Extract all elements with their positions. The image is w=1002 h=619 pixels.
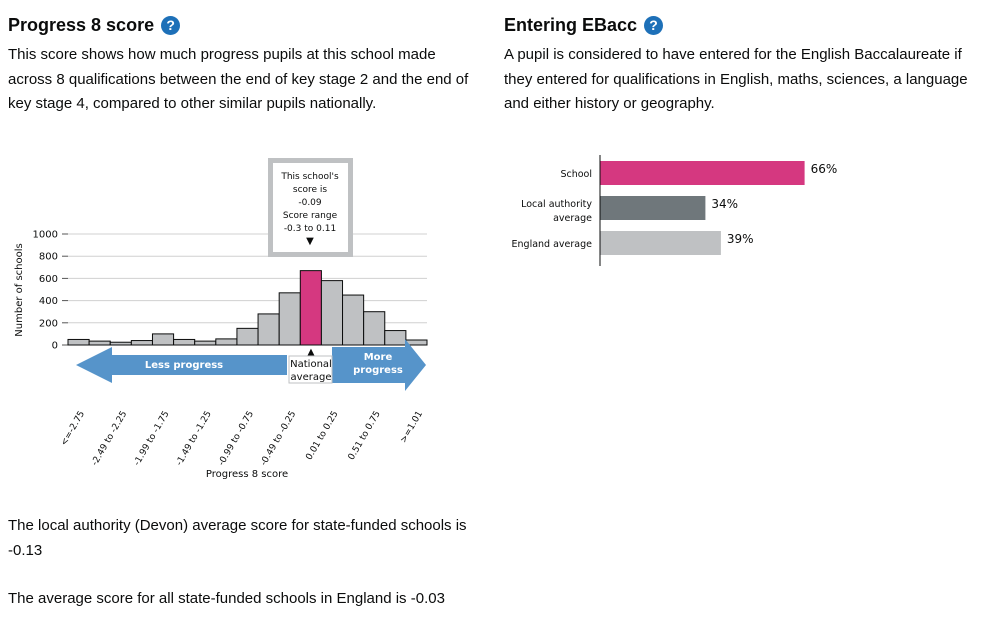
callout-text: score is [293,185,328,195]
ebacc-value-label: 34% [711,197,738,211]
ebacc-bar-chart: 66% School 34% Local authority average 39% Eng… [512,155,838,266]
callout-text: -0.09 [298,198,322,208]
callout-pointer: ▼ [306,236,314,247]
less-progress-arrow [76,347,287,383]
ebacc-title: Entering EBacc [504,15,638,35]
y-tick-label: 600 [39,274,58,285]
x-tick-label: -0.49 to -0.25 [259,410,298,468]
histogram-bar [173,338,196,346]
ebacc-value-label: 39% [727,232,754,246]
histogram-bar [67,338,90,346]
x-tick-label: <=-2.75 [59,410,87,448]
histogram-bar [363,311,386,346]
callout-text: -0.3 to 0.11 [284,224,336,234]
ebacc-bar [600,161,805,185]
y-tick-label: 800 [39,252,58,263]
progress8-heading: Progress 8 score ? [8,14,181,36]
england-average-note: The average score for all state-funded s… [8,590,445,607]
more-progress-label: More [364,352,393,363]
x-axis-label: Progress 8 score [206,469,288,480]
y-tick-label: 0 [52,341,58,352]
y-tick-label: 400 [39,296,58,307]
histogram-bar [320,280,344,346]
histogram-bar [384,330,407,346]
x-tick-label: -1.49 to -1.25 [175,410,214,468]
progress8-description: This score shows how much progress pupil… [8,46,469,112]
more-progress-arrow [332,339,426,391]
histogram-bar [151,333,175,346]
y-axis-label: Number of schools [14,243,25,336]
ebacc-bar [600,231,721,255]
less-progress-label: Less progress [145,360,223,371]
x-tick-label: 0.01 to 0.25 [304,410,340,462]
more-progress-label: progress [353,365,403,376]
histogram-bar [215,338,238,346]
ebacc-category-label: Local authority [521,199,592,210]
national-average-label: average [291,372,332,383]
ebacc-description: A pupil is considered to have entered fo… [504,46,968,112]
y-tick-label: 200 [39,318,58,329]
ebacc-heading: Entering EBacc ? [504,14,664,36]
y-tick-label: 1000 [33,230,58,241]
school-score-callout [268,158,353,257]
national-average-pointer: ▲ [307,347,315,358]
x-tick-label: 0.51 to 0.75 [347,410,383,462]
callout-text: This school's [280,172,339,182]
ebacc-category-label: School [560,169,592,180]
progress8-title: Progress 8 score [8,15,155,35]
histogram-bar [342,294,365,346]
progress8-histogram: 0 200 400 600 800 1000 Number of schools <=-2.7… [14,158,428,480]
national-average-box [288,355,333,384]
x-tick-label: >=1.01 [399,410,425,445]
ebacc-value-label: 66% [811,162,838,176]
histogram-bar [299,270,322,346]
histogram-bar [130,340,153,346]
national-average-label: National [290,359,332,370]
x-tick-label: -2.49 to -2.25 [90,410,129,468]
help-icon[interactable]: ? [161,16,181,35]
histogram-bar [194,340,217,346]
ebacc-bar [600,196,706,220]
x-tick-label: -0.99 to -0.75 [217,410,256,468]
histogram-bar [278,292,301,346]
callout-text: Score range [283,211,338,221]
local-authority-note: The local authority (Devon) average scor… [8,517,467,559]
x-tick-label: -1.99 to -1.75 [132,410,171,468]
histogram-bar [257,313,280,346]
histogram-bar [236,327,259,346]
ebacc-category-label: England average [512,239,593,250]
help-icon[interactable]: ? [644,16,664,35]
ebacc-category-label: average [553,213,592,224]
histogram-bar [88,340,111,346]
